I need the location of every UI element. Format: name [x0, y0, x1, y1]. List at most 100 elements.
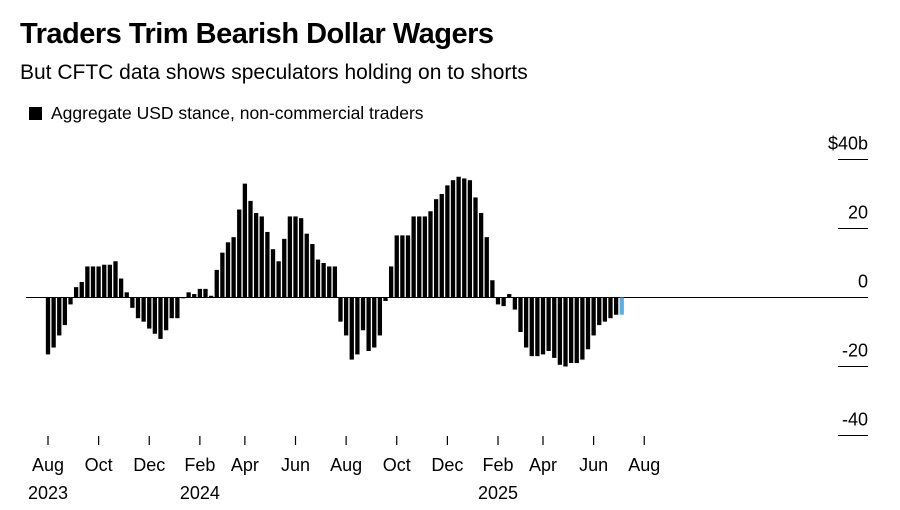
bar	[507, 294, 512, 298]
x-tick-label: Apr	[231, 455, 259, 475]
bar	[568, 297, 574, 364]
x-axis: Aug 2023 Oct Dec Feb 2024 Apr Jun Aug Oct Dec Feb 20…	[28, 436, 660, 503]
bar	[456, 176, 461, 298]
bar	[540, 297, 546, 355]
legend-swatch	[29, 107, 42, 120]
y-tick-label: $40b	[828, 134, 868, 154]
bar	[512, 297, 518, 310]
x-tick-label: Feb	[184, 455, 215, 475]
bar	[552, 297, 557, 358]
bar	[613, 297, 619, 315]
bar	[68, 297, 73, 305]
x-year-label: 2024	[180, 483, 220, 503]
bar	[428, 211, 433, 298]
bar	[546, 297, 551, 351]
bar	[608, 297, 613, 319]
bar	[484, 237, 489, 298]
bar	[85, 266, 90, 298]
bar	[113, 261, 118, 298]
bar	[574, 297, 579, 364]
bar-latest	[619, 297, 624, 315]
x-tick-label: Aug	[628, 455, 660, 475]
bar	[282, 238, 287, 298]
bar	[315, 259, 321, 298]
bar	[355, 297, 360, 355]
bar	[253, 212, 259, 298]
bar	[332, 266, 338, 298]
bar	[563, 297, 568, 367]
bar	[411, 216, 416, 298]
x-year-label: 2025	[478, 483, 518, 503]
bar	[388, 266, 394, 298]
bar	[394, 235, 399, 298]
x-year-label: 2023	[28, 483, 68, 503]
y-axis: $40b 20 0 -20 -40	[828, 134, 868, 436]
bar	[293, 216, 298, 298]
bar	[220, 252, 225, 298]
x-tick-label: Aug	[32, 455, 64, 475]
bar	[523, 297, 529, 348]
bar	[445, 185, 450, 298]
bar	[518, 297, 523, 332]
bar	[287, 216, 293, 298]
bar	[96, 266, 101, 298]
y-tick-label: 20	[848, 203, 868, 223]
bar	[349, 297, 354, 360]
bar	[366, 297, 371, 351]
bar	[585, 297, 591, 350]
bar	[377, 297, 383, 336]
bar	[372, 297, 377, 348]
bar	[225, 242, 231, 298]
bar	[124, 292, 129, 298]
bar	[135, 297, 141, 319]
bar	[158, 297, 163, 339]
bar	[383, 297, 388, 301]
bar	[473, 197, 478, 298]
bar	[535, 297, 540, 357]
bar	[57, 297, 62, 336]
bar	[147, 297, 152, 329]
bar	[163, 297, 169, 331]
bar	[597, 297, 602, 326]
x-tick-label: Dec	[133, 455, 165, 475]
bar	[73, 287, 79, 298]
bar	[79, 281, 84, 298]
bar	[343, 297, 349, 336]
bar	[102, 264, 107, 298]
bar	[192, 294, 197, 298]
x-tick-label: Oct	[85, 455, 113, 475]
bar	[422, 216, 428, 298]
bar	[186, 292, 191, 298]
bar	[467, 180, 473, 298]
bar	[304, 233, 309, 298]
bar	[417, 216, 422, 298]
bar	[602, 297, 608, 322]
bar	[197, 288, 203, 298]
bar	[439, 194, 444, 298]
legend: Aggregate USD stance, non-commercial tra…	[20, 103, 424, 124]
bar	[175, 297, 180, 319]
bar	[203, 288, 208, 298]
bar	[169, 297, 174, 319]
bar	[248, 200, 253, 298]
bar	[208, 295, 214, 298]
bar	[591, 297, 596, 336]
x-tick-label: Dec	[431, 455, 463, 475]
bar	[237, 209, 242, 298]
bar	[529, 297, 534, 357]
bar	[580, 297, 585, 360]
bar	[433, 199, 439, 298]
x-tick-label: Apr	[529, 455, 557, 475]
x-tick-label: Jun	[281, 455, 310, 475]
bar	[321, 263, 326, 298]
x-tick-label: Feb	[482, 455, 513, 475]
bar	[45, 297, 51, 355]
bar	[495, 297, 501, 305]
bar	[478, 212, 484, 298]
bar	[265, 231, 270, 298]
x-tick-label: Oct	[383, 455, 411, 475]
bar	[90, 266, 96, 298]
y-tick-label: -40	[842, 410, 868, 430]
bar	[405, 235, 411, 298]
